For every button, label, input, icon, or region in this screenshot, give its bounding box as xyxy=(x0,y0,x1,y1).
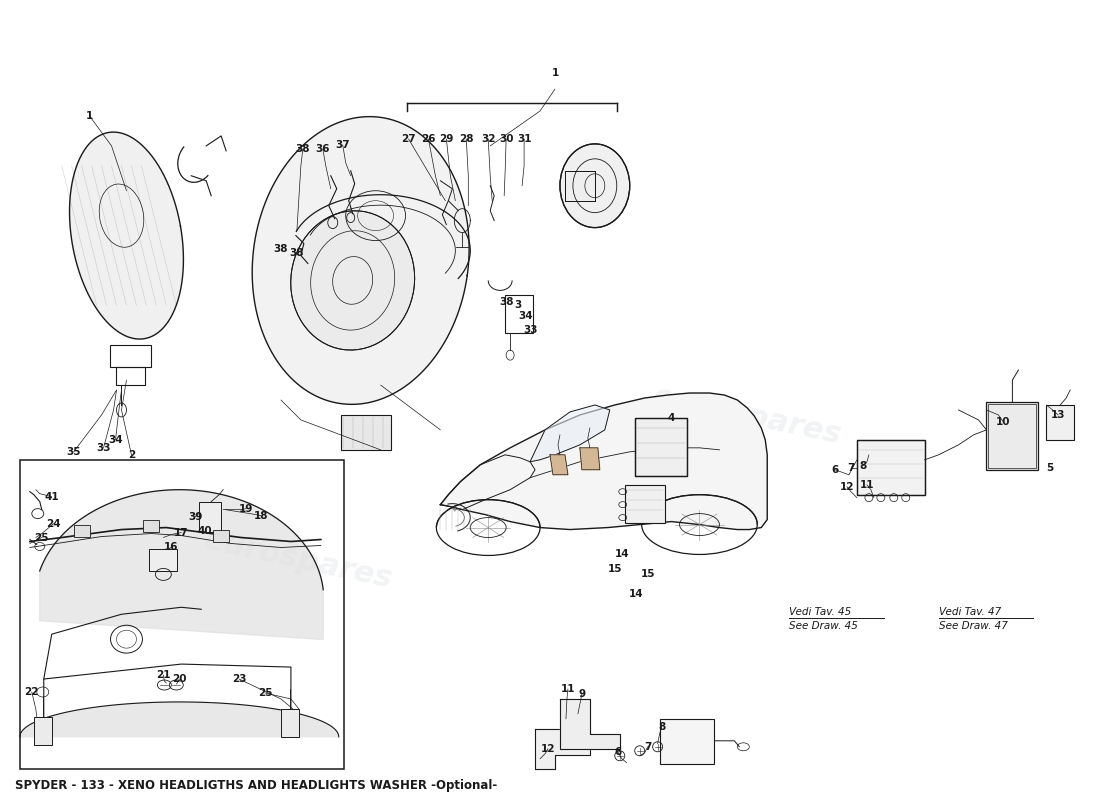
Text: 16: 16 xyxy=(164,542,178,553)
Bar xyxy=(989,404,1036,468)
Polygon shape xyxy=(69,132,184,339)
Text: 38: 38 xyxy=(499,298,514,307)
Text: 41: 41 xyxy=(44,492,59,502)
Text: 34: 34 xyxy=(519,311,534,322)
Text: 14: 14 xyxy=(615,550,629,559)
Text: 11: 11 xyxy=(561,684,575,694)
Text: 3: 3 xyxy=(515,300,521,310)
Bar xyxy=(505,295,534,334)
Text: 7: 7 xyxy=(644,742,651,752)
Text: 23: 23 xyxy=(232,674,246,684)
Text: 37: 37 xyxy=(336,140,350,150)
Ellipse shape xyxy=(560,144,629,228)
Polygon shape xyxy=(535,729,590,769)
Bar xyxy=(199,502,221,531)
Bar xyxy=(20,460,343,769)
Text: 22: 22 xyxy=(24,687,40,697)
Text: 2: 2 xyxy=(128,450,135,460)
Bar xyxy=(74,525,89,537)
Text: See Draw. 47: See Draw. 47 xyxy=(938,621,1008,631)
Bar xyxy=(565,170,595,201)
Text: 38: 38 xyxy=(274,243,288,254)
Polygon shape xyxy=(40,490,323,639)
Bar xyxy=(150,550,177,571)
Polygon shape xyxy=(440,393,767,530)
Text: 29: 29 xyxy=(439,134,453,144)
Text: See Draw. 45: See Draw. 45 xyxy=(789,621,858,631)
Text: 4: 4 xyxy=(668,413,675,423)
Text: 8: 8 xyxy=(859,461,867,470)
Bar xyxy=(143,519,160,531)
Text: 6: 6 xyxy=(614,746,622,757)
Text: 34: 34 xyxy=(108,435,123,445)
Polygon shape xyxy=(560,699,619,749)
Polygon shape xyxy=(550,455,568,474)
Ellipse shape xyxy=(290,211,415,350)
Text: 33: 33 xyxy=(97,443,111,453)
Polygon shape xyxy=(20,702,339,737)
Text: 40: 40 xyxy=(198,526,212,535)
Text: 1: 1 xyxy=(86,111,94,121)
Text: 39: 39 xyxy=(188,511,202,522)
Bar xyxy=(635,418,686,476)
Text: 1: 1 xyxy=(551,68,559,78)
Text: 31: 31 xyxy=(517,134,531,144)
Text: 8: 8 xyxy=(658,722,666,732)
Text: 13: 13 xyxy=(1050,410,1066,420)
Text: 27: 27 xyxy=(402,134,416,144)
Text: 30: 30 xyxy=(499,134,514,144)
Text: 36: 36 xyxy=(316,144,330,154)
Text: 38: 38 xyxy=(296,144,310,154)
Text: eurospares: eurospares xyxy=(200,526,395,594)
Text: 19: 19 xyxy=(239,504,253,514)
Bar xyxy=(341,415,390,450)
Bar xyxy=(280,709,299,737)
Text: 35: 35 xyxy=(66,447,81,457)
Bar xyxy=(635,418,686,476)
Text: 21: 21 xyxy=(156,670,170,680)
Text: ✦: ✦ xyxy=(451,506,458,513)
Text: 18: 18 xyxy=(254,510,268,521)
Text: 11: 11 xyxy=(859,480,874,490)
Bar xyxy=(660,719,714,764)
Text: 32: 32 xyxy=(481,134,495,144)
Text: 7: 7 xyxy=(847,462,855,473)
Text: SPYDER - 133 - XENO HEADLIGTHS AND HEADLIGHTS WASHER -Optional-: SPYDER - 133 - XENO HEADLIGTHS AND HEADL… xyxy=(15,778,497,792)
Text: 26: 26 xyxy=(421,134,436,144)
Text: 15: 15 xyxy=(607,565,621,574)
Text: Vedi Tav. 47: Vedi Tav. 47 xyxy=(938,607,1001,618)
Text: Vedi Tav. 45: Vedi Tav. 45 xyxy=(789,607,851,618)
Text: 24: 24 xyxy=(46,518,60,529)
Text: 10: 10 xyxy=(997,417,1011,427)
Bar xyxy=(987,402,1038,470)
Text: 12: 12 xyxy=(541,744,556,754)
Polygon shape xyxy=(580,448,600,470)
Text: 9: 9 xyxy=(579,689,585,699)
Text: 28: 28 xyxy=(459,134,473,144)
Text: 20: 20 xyxy=(172,674,187,684)
Text: 5: 5 xyxy=(1046,462,1054,473)
Text: 33: 33 xyxy=(522,326,537,335)
Text: 17: 17 xyxy=(174,527,188,538)
Text: 12: 12 xyxy=(839,482,855,492)
Text: 25: 25 xyxy=(257,688,272,698)
Text: 6: 6 xyxy=(832,465,838,474)
Polygon shape xyxy=(252,117,469,404)
Bar xyxy=(110,345,152,367)
Text: 25: 25 xyxy=(34,533,50,542)
Bar xyxy=(213,530,229,542)
Bar xyxy=(565,170,595,201)
Bar xyxy=(625,485,664,522)
Text: 38: 38 xyxy=(289,247,304,258)
Bar xyxy=(857,440,925,494)
Bar xyxy=(116,367,145,385)
Bar xyxy=(34,717,52,745)
Polygon shape xyxy=(530,405,609,462)
Text: 15: 15 xyxy=(640,570,654,579)
Text: 14: 14 xyxy=(628,590,643,599)
Bar xyxy=(857,440,925,494)
Text: eurospares: eurospares xyxy=(650,382,845,450)
Bar xyxy=(1046,405,1075,440)
